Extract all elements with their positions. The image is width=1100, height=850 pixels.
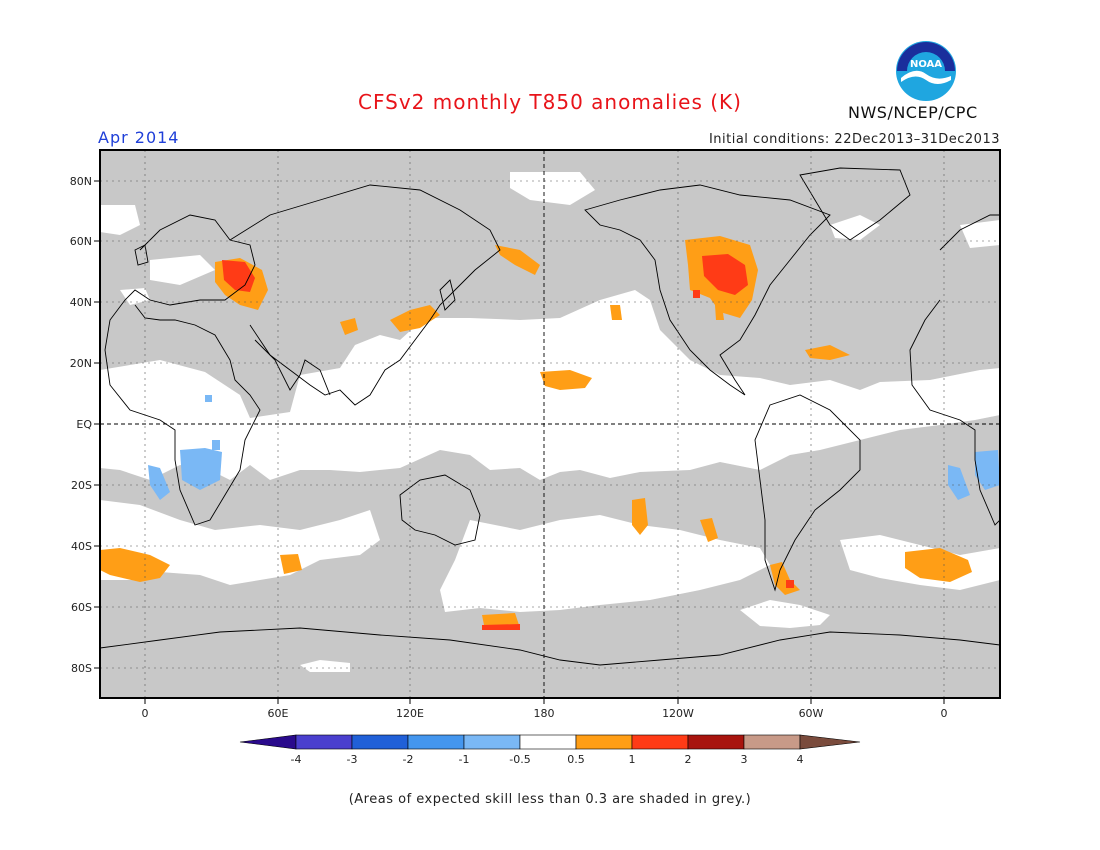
lon-label: 0 [941, 707, 948, 720]
legend-label: -1 [459, 753, 470, 766]
lat-label: 20S [71, 479, 92, 492]
legend-swatch [519, 734, 577, 750]
lon-label: 120E [396, 707, 424, 720]
initial-conditions: Initial conditions: 22Dec2013–31Dec2013 [708, 132, 1000, 147]
legend-swatch [295, 734, 353, 750]
forecast-month: Apr 2014 [98, 128, 180, 147]
coastlines [100, 167, 1000, 666]
lat-label: 80N [70, 175, 92, 188]
legend-swatch [463, 734, 521, 750]
lat-label: 20N [70, 357, 92, 370]
legend-label: 1 [629, 753, 636, 766]
noaa-logo-icon: NOAA [896, 41, 956, 101]
lat-label: 80S [71, 662, 92, 675]
axis-ticks [94, 180, 945, 704]
lat-label: 40N [70, 296, 92, 309]
lon-label: 180 [534, 707, 555, 720]
blue-anomaly-regions [148, 395, 1000, 500]
color-legend: -4 -3 -2 -1 -0.5 0.5 1 2 3 4 [239, 734, 861, 766]
page-title: CFSv2 monthly T850 anomalies (K) [358, 90, 742, 114]
legend-label: 4 [797, 753, 804, 766]
red-anomaly-regions [222, 254, 794, 630]
lat-label: 60N [70, 235, 92, 248]
legend-label: 3 [741, 753, 748, 766]
legend-swatch [407, 734, 465, 750]
legend-label: -3 [347, 753, 358, 766]
lon-label: 120W [662, 707, 694, 720]
lon-label: 60E [268, 707, 289, 720]
graticule [100, 150, 1000, 698]
footnote: (Areas of expected skill less than 0.3 a… [348, 792, 752, 807]
legend-arrow-high [799, 734, 861, 750]
legend-label: -0.5 [509, 753, 530, 766]
longitude-labels: 0 60E 120E 180 120W 60W 0 [142, 707, 948, 720]
legend-swatch [351, 734, 409, 750]
lon-label: 0 [142, 707, 149, 720]
lat-label: EQ [76, 418, 92, 431]
noaa-logo-text: NOAA [910, 59, 942, 70]
agency-label: NWS/NCEP/CPC [848, 103, 978, 122]
legend-swatch [743, 734, 801, 750]
legend-swatch [687, 734, 745, 750]
latitude-labels: 80N 60N 40N 20N EQ 20S 40S 60S 80S [70, 175, 93, 675]
legend-swatch [575, 734, 633, 750]
legend-arrow-low [239, 734, 297, 750]
legend-label: 2 [685, 753, 692, 766]
legend-label: -4 [291, 753, 302, 766]
lat-label: 40S [71, 540, 92, 553]
legend-label: 0.5 [567, 753, 585, 766]
lon-label: 60W [799, 707, 824, 720]
legend-swatch [631, 734, 689, 750]
legend-label: -2 [403, 753, 414, 766]
lat-label: 60S [71, 601, 92, 614]
